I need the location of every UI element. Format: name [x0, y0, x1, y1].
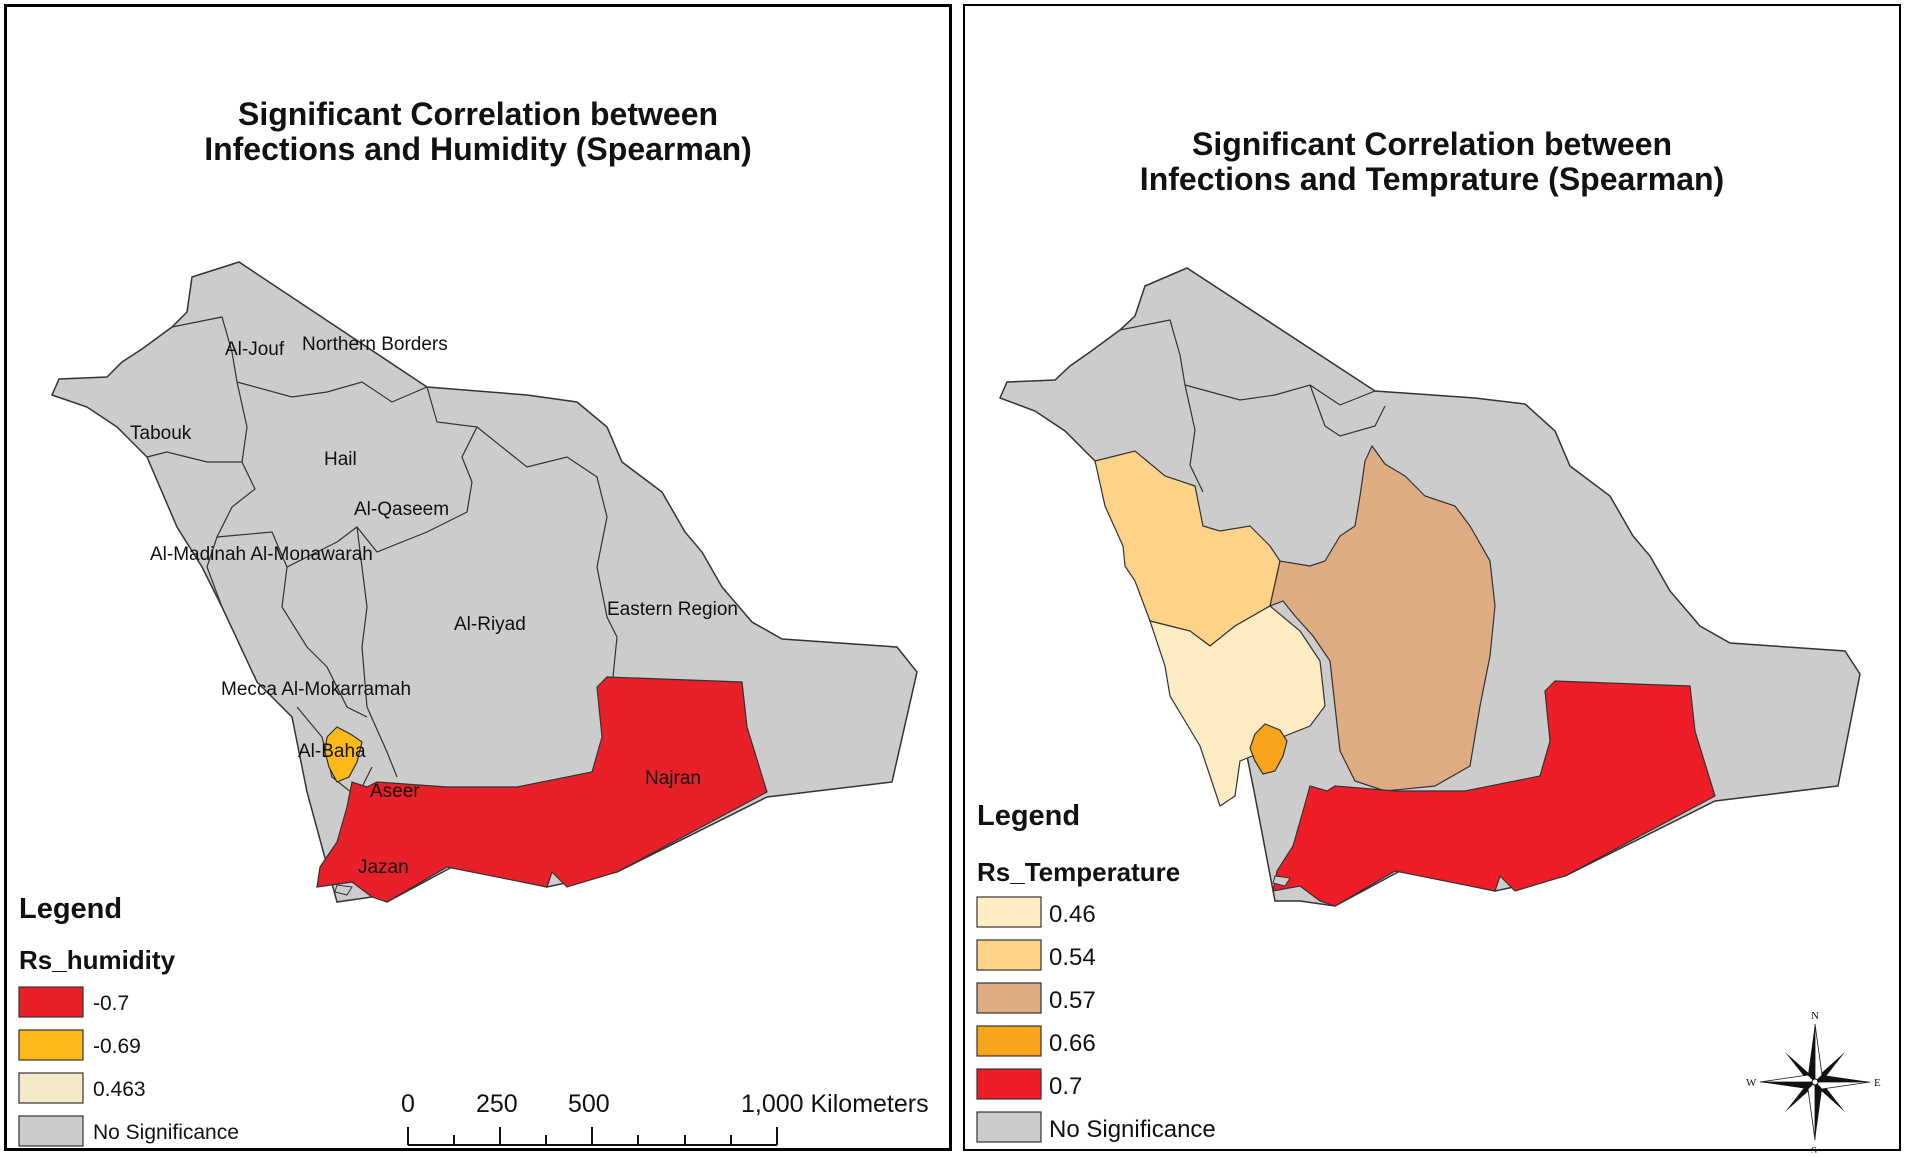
legend-label-nosig: No Significance: [93, 1121, 239, 1144]
label-northern-borders: Northern Borders: [302, 334, 448, 355]
temperature-map-title-line1: Significant Correlation between: [1191, 126, 1673, 162]
label-al-riyad: Al-Riyad: [454, 614, 526, 635]
temperature-legend-field: Rs_Temperature: [977, 857, 1180, 887]
legend-label-neg069: -0.69: [93, 1035, 141, 1058]
humidity-map-islands: [334, 884, 353, 896]
legend-label-057: 0.57: [1049, 987, 1096, 1014]
temperature-map-riyad-region: [1269, 444, 1496, 792]
label-al-jouf: Al-Jouf: [225, 339, 285, 360]
temperature-map-al-baha-region: [1249, 723, 1288, 775]
scale-label-500: 500: [568, 1090, 610, 1118]
humidity-map-title-line2: Infections and Humidity (Spearman): [204, 131, 752, 167]
compass-e: E: [1874, 1077, 1881, 1089]
humidity-map-svg: Al-Jouf Northern Borders Tabouk Hail Al-…: [18, 261, 929, 1147]
temperature-map-islands: [1272, 875, 1291, 887]
humidity-map-panel: Significant Correlation between Infectio…: [4, 4, 952, 1151]
temperature-legend-title: Legend: [977, 800, 1080, 832]
legend-label-0463: 0.463: [93, 1078, 146, 1101]
legend-label-nosig-r: No Significance: [1049, 1116, 1216, 1143]
label-hail: Hail: [324, 449, 357, 470]
legend-swatch-054: [976, 939, 1042, 971]
legend-label-07: 0.7: [1049, 1073, 1082, 1100]
legend-swatch-neg069: [18, 1029, 84, 1061]
scale-bar: 0 250 500 1,000 Kilometers: [401, 1090, 929, 1146]
label-aseer: Aseer: [370, 781, 420, 802]
compass-s: S: [1811, 1145, 1817, 1153]
humidity-legend-title: Legend: [19, 893, 122, 925]
temperature-map-najran-region: [1272, 680, 1716, 907]
legend-label-046: 0.46: [1049, 901, 1096, 928]
legend-swatch-046: [976, 896, 1042, 928]
humidity-map-title-line1: Significant Correlation between: [237, 96, 719, 132]
label-tabouk: Tabouk: [130, 423, 192, 444]
compass-rose-icon: N S E W: [1746, 1010, 1881, 1153]
temperature-map-svg: Legend Rs_Temperature 0.46 0.54 0.57 0.6…: [976, 267, 1881, 1153]
label-mecca: Mecca Al-Mokarramah: [221, 679, 411, 700]
label-al-qaseem: Al-Qaseem: [354, 499, 449, 520]
scale-label-0: 0: [401, 1090, 415, 1118]
legend-swatch-07: [976, 1068, 1042, 1100]
legend-swatch-neg07: [18, 986, 84, 1018]
temperature-map-title-line2: Infections and Temprature (Spearman): [1139, 161, 1725, 197]
label-al-baha: Al-Baha: [298, 741, 366, 762]
temperature-map-panel: Significant Correlation between Infectio…: [963, 4, 1901, 1153]
legend-label-neg07: -0.7: [93, 992, 129, 1015]
label-jazan: Jazan: [358, 857, 409, 878]
temperature-legend-items: 0.46 0.54 0.57 0.66 0.7 No Significance: [976, 896, 1216, 1143]
temperature-map-internal-borders: [1119, 319, 1386, 493]
label-eastern-region: Eastern Region: [607, 599, 738, 620]
legend-swatch-0463: [18, 1072, 84, 1104]
label-najran: Najran: [645, 768, 701, 789]
humidity-legend-field: Rs_humidity: [19, 945, 176, 975]
humidity-map-al-baha-region: [324, 726, 363, 783]
humidity-map-najran-region: [316, 676, 768, 903]
legend-swatch-nosig: [18, 1115, 84, 1147]
scale-label-1000: 1,000 Kilometers: [741, 1090, 929, 1118]
compass-w: W: [1746, 1077, 1757, 1089]
compass-n: N: [1811, 1010, 1819, 1022]
label-al-madinah: Al-Madinah Al-Monawarah: [150, 544, 373, 565]
legend-label-054: 0.54: [1049, 944, 1096, 971]
legend-swatch-057: [976, 982, 1042, 1014]
scale-label-250: 250: [476, 1090, 518, 1118]
humidity-map-internal-borders: [146, 316, 618, 798]
legend-swatch-066: [976, 1025, 1042, 1057]
legend-swatch-nosig-r: [976, 1111, 1042, 1143]
humidity-legend-items: -0.7 -0.69 0.463 No Significance: [18, 986, 239, 1147]
legend-label-066: 0.66: [1049, 1030, 1096, 1057]
